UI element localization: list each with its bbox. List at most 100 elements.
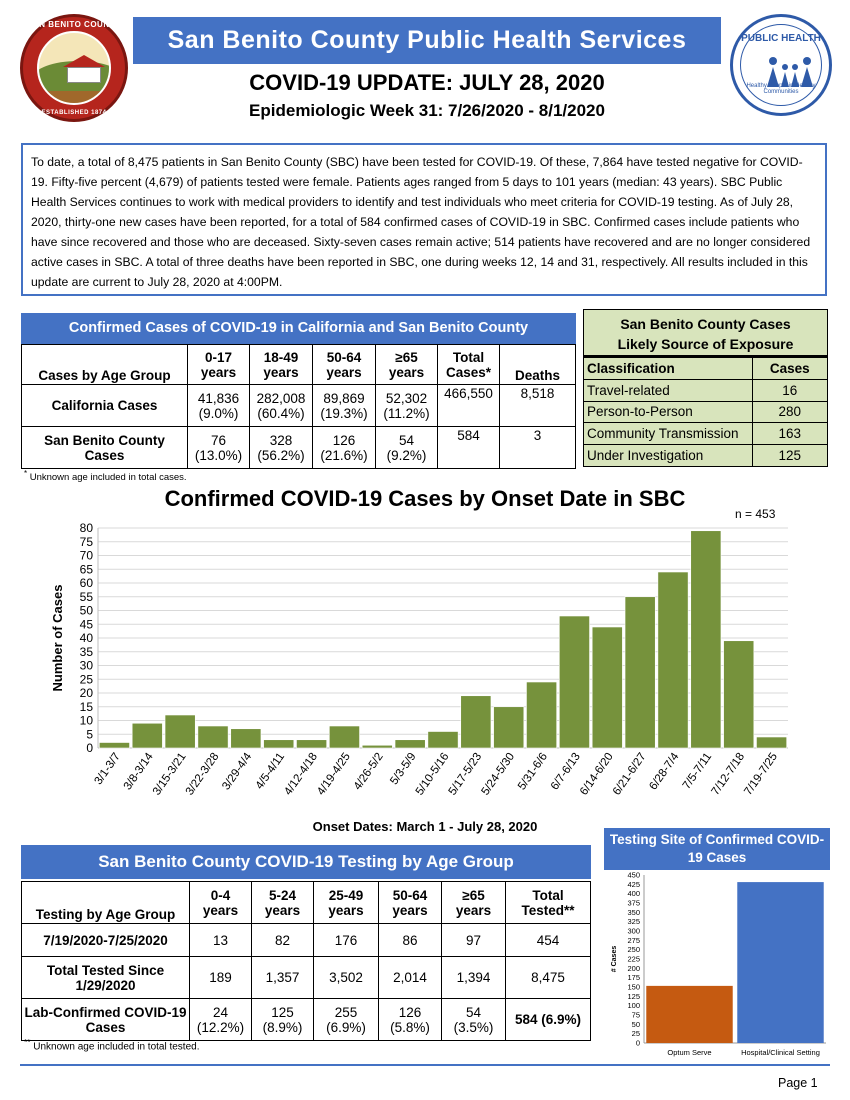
bar xyxy=(460,695,492,749)
x-tick-label: 6/7-6/13 xyxy=(549,751,583,792)
x-tick-label: 4/5-4/11 xyxy=(254,751,288,792)
header-cell: Total Tested** xyxy=(505,881,591,924)
table-cell: 328 (56.2%) xyxy=(249,426,313,469)
table-cell: 89,869 (19.3%) xyxy=(312,384,376,427)
testing-by-age-table: San Benito County COVID-19 Testing by Ag… xyxy=(21,845,591,1041)
table-row: Person-to-Person 280 xyxy=(584,401,827,423)
row-label: San Benito County Cases xyxy=(21,426,188,469)
onset-chart-n: n = 453 xyxy=(735,507,776,521)
footer-rule xyxy=(20,1064,830,1066)
header-cell: ≥65 years xyxy=(441,881,506,924)
y-tick-label: 0 xyxy=(636,1039,640,1048)
table-cell: 54 (9.2%) xyxy=(375,426,438,469)
y-tick-label: 425 xyxy=(627,880,640,889)
exposure-table-title: San Benito County Cases Likely Source of … xyxy=(584,310,827,358)
table-cell: 3 xyxy=(499,426,576,469)
y-tick-label: 250 xyxy=(627,945,640,954)
update-title: COVID-19 UPDATE: JULY 28, 2020 xyxy=(249,70,605,95)
bar xyxy=(99,742,130,749)
header-cell: Total Cases* xyxy=(437,344,500,385)
y-tick-label: 30 xyxy=(80,659,94,673)
header-cell: Testing by Age Group xyxy=(21,881,190,924)
onset-chart-title: Confirmed COVID-19 Cases by Onset Date i… xyxy=(164,486,686,511)
y-tick-label: 50 xyxy=(80,604,94,618)
bar xyxy=(493,706,525,749)
ph-logo-slogan: Healthy People in Healthy Communities xyxy=(746,83,816,95)
bar xyxy=(657,571,689,749)
summary-paragraph: To date, a total of 8,475 patients in Sa… xyxy=(21,143,827,296)
row-label: California Cases xyxy=(21,384,188,427)
y-tick-label: 325 xyxy=(627,917,640,926)
y-tick-label: 175 xyxy=(627,973,640,982)
bar xyxy=(296,739,327,749)
page-number: Page 1 xyxy=(778,1076,818,1090)
y-tick-label: 70 xyxy=(80,549,94,563)
y-tick-label: 350 xyxy=(627,908,640,917)
bar xyxy=(559,615,590,749)
table-row: Total Tested Since 1/29/2020 189 1,357 3,5… xyxy=(21,956,591,999)
bar xyxy=(756,736,787,749)
bar xyxy=(690,530,722,749)
x-tick-label: 3/29-4/4 xyxy=(220,750,254,792)
y-tick-label: 125 xyxy=(627,992,640,1001)
row-label: Lab-Confirmed COVID-19 Cases xyxy=(21,998,190,1041)
row-label: Total Tested Since 1/29/2020 xyxy=(21,956,190,999)
y-tick-label: 15 xyxy=(80,700,94,714)
y-tick-label: 45 xyxy=(80,617,94,631)
header-cell: 18-49 years xyxy=(249,344,313,385)
y-tick-label: 75 xyxy=(80,535,94,549)
public-health-logo: PUBLIC HEALTH Healthy People in Healthy … xyxy=(730,14,832,116)
table-cell: 52,302 (11.2%) xyxy=(375,384,438,427)
y-tick-label: 10 xyxy=(80,714,94,728)
ca-table-footnote: * Unknown age included in total cases. xyxy=(24,469,187,484)
y-tick-label: 275 xyxy=(627,936,640,945)
bar xyxy=(427,731,459,749)
header-cell: Cases by Age Group xyxy=(21,344,188,385)
x-tick-label: 3/8-3/14 xyxy=(122,750,156,792)
testing-table-title: San Benito County COVID-19 Testing by Ag… xyxy=(21,845,591,879)
x-tick-label: 4/19-4/25 xyxy=(315,751,353,798)
table-cell: 282,008 (60.4%) xyxy=(249,384,313,427)
bar xyxy=(526,681,557,749)
table-row: San Benito County Cases 76 (13.0%) 328 (56… xyxy=(21,426,576,469)
seal-bottom-text: ESTABLISHED 1874 xyxy=(41,110,107,116)
page-title: San Benito County Public Health Services xyxy=(133,17,721,64)
x-tick-label: 4/26-5/2 xyxy=(352,751,386,792)
y-tick-label: 25 xyxy=(80,672,94,686)
y-tick-label: 35 xyxy=(80,645,94,659)
x-tick-label: Hospital/Clinical Setting xyxy=(741,1048,820,1057)
y-tick-label: 75 xyxy=(632,1011,640,1020)
bar xyxy=(361,744,393,749)
table-cell: 126 (21.6%) xyxy=(312,426,376,469)
ca-sbc-cases-table: Confirmed Cases of COVID-19 in Californi… xyxy=(21,313,576,469)
header-cell: 50-64 years xyxy=(312,344,376,385)
table-cell: 466,550 xyxy=(437,384,500,427)
table-row: Travel-related 16 xyxy=(584,379,827,402)
header-cell: 0-17 years xyxy=(187,344,250,385)
x-tick-label: 3/1-3/7 xyxy=(93,751,123,787)
bar xyxy=(131,722,163,749)
x-tick-label: 7/19-7/25 xyxy=(742,751,780,798)
y-tick-label: 0 xyxy=(86,741,93,755)
table-row: Community Transmission 163 xyxy=(584,422,827,445)
header-cell: 25-49 years xyxy=(313,881,379,924)
epi-week-title: Epidemiologic Week 31: 7/26/2020 - 8/1/2… xyxy=(249,101,605,120)
bar xyxy=(723,640,755,749)
y-tick-label: 5 xyxy=(86,727,93,741)
bar xyxy=(230,728,262,749)
header-cell: 50-64 years xyxy=(378,881,442,924)
x-tick-label: 7/5-7/11 xyxy=(681,751,715,792)
testing-site-bar-chart: 0255075100125150175200225250275300325350… xyxy=(606,870,830,1062)
x-tick-label: 5/24-5/30 xyxy=(479,751,517,798)
y-tick-label: 20 xyxy=(80,686,94,700)
x-tick-label: 6/28-7/4 xyxy=(647,750,681,792)
y-tick-label: 150 xyxy=(627,983,640,992)
table-row: Lab-Confirmed COVID-19 Cases 24 (12.2%) 1… xyxy=(21,998,591,1041)
onset-bar-chart: 051015202530354045505560657075803/1-3/73… xyxy=(50,521,788,798)
ca-table-title: Confirmed Cases of COVID-19 in Californi… xyxy=(21,313,576,344)
y-tick-label: 60 xyxy=(80,576,94,590)
y-tick-label: 25 xyxy=(632,1029,640,1038)
testing-table-footnote: ** Unknown age included in total tested. xyxy=(24,1037,200,1053)
header-cell: 5-24 years xyxy=(251,881,314,924)
row-label: 7/19/2020-7/25/2020 xyxy=(21,923,190,957)
